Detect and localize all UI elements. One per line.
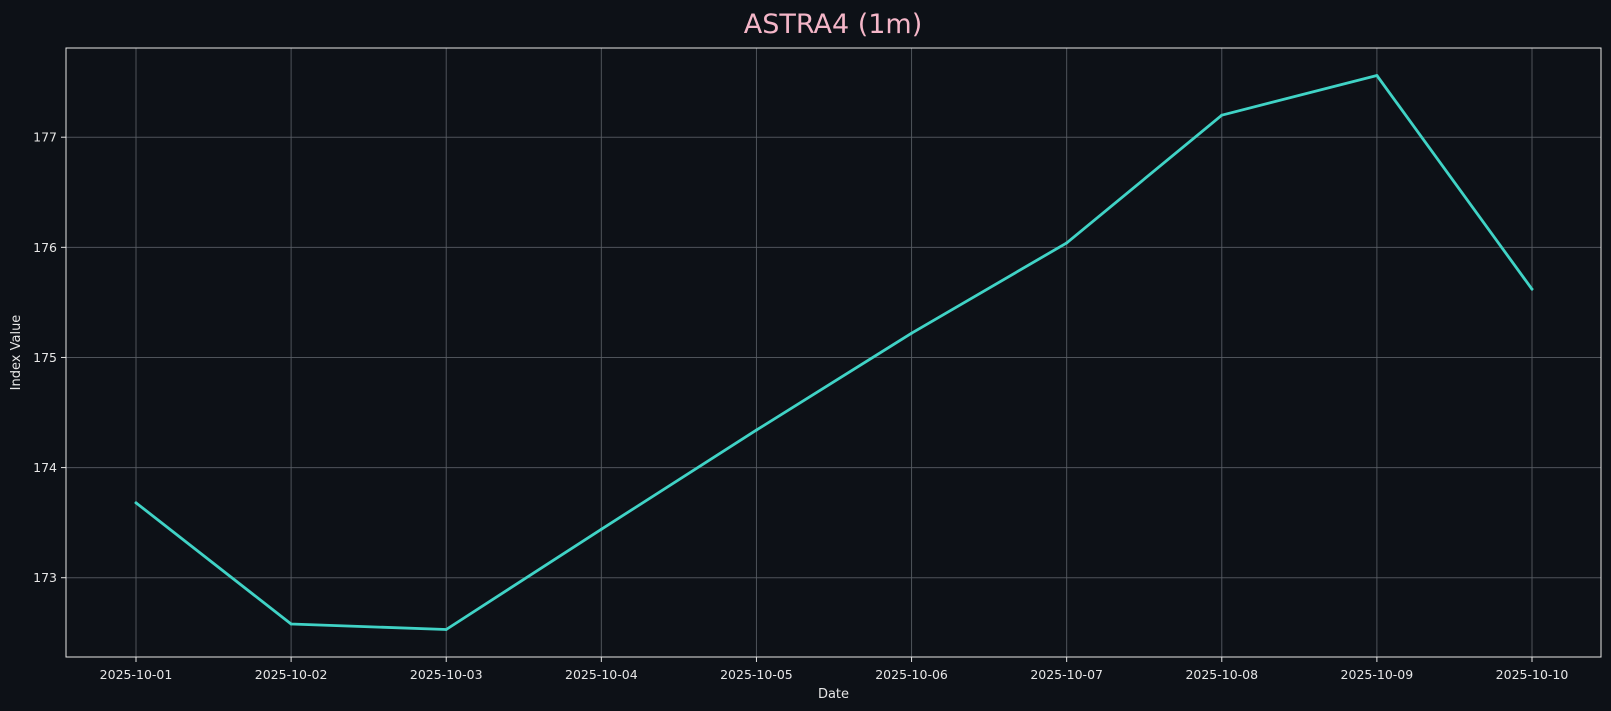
x-tick-label: 2025-10-02	[255, 667, 328, 682]
y-tick-label: 176	[33, 240, 57, 255]
x-tick-label: 2025-10-08	[1185, 667, 1258, 682]
y-tick-label: 175	[33, 350, 57, 365]
x-tick-label: 2025-10-05	[720, 667, 793, 682]
x-tick-label: 2025-10-10	[1496, 667, 1569, 682]
data-point	[1375, 74, 1379, 77]
data-point	[1530, 287, 1534, 291]
data-point	[910, 331, 913, 335]
data-point	[134, 501, 138, 505]
x-tick-label: 2025-10-04	[565, 667, 638, 682]
y-axis-label: Index Value	[9, 315, 24, 391]
axes-frame	[65, 47, 1602, 658]
series-line	[134, 74, 1534, 631]
chart-title: ASTRA4 (1m)	[744, 9, 923, 40]
x-tick-label: 2025-10-09	[1341, 667, 1414, 682]
x-tick-label: 2025-10-06	[875, 667, 948, 682]
data-point	[1065, 241, 1069, 245]
data-point	[289, 622, 293, 626]
x-tick-label: 2025-10-03	[410, 667, 483, 682]
y-tick-label: 177	[33, 130, 57, 145]
y-tick-label: 173	[33, 570, 57, 585]
x-axis-label: Date	[818, 687, 849, 702]
data-point	[755, 428, 758, 432]
series-layer	[134, 74, 1534, 631]
x-tick-label: 2025-10-01	[100, 667, 173, 682]
x-ticks: 2025-10-01 2025-10-02 2025-10-03 2025-10-04…	[100, 657, 1569, 682]
y-ticks: 173 174 175 176 177	[33, 130, 66, 585]
y-tick-label: 174	[33, 460, 57, 475]
x-tick-label: 2025-10-07	[1030, 667, 1103, 682]
data-point	[1220, 113, 1224, 117]
grid	[66, 48, 1601, 657]
data-point	[599, 527, 603, 531]
data-point	[444, 628, 448, 631]
